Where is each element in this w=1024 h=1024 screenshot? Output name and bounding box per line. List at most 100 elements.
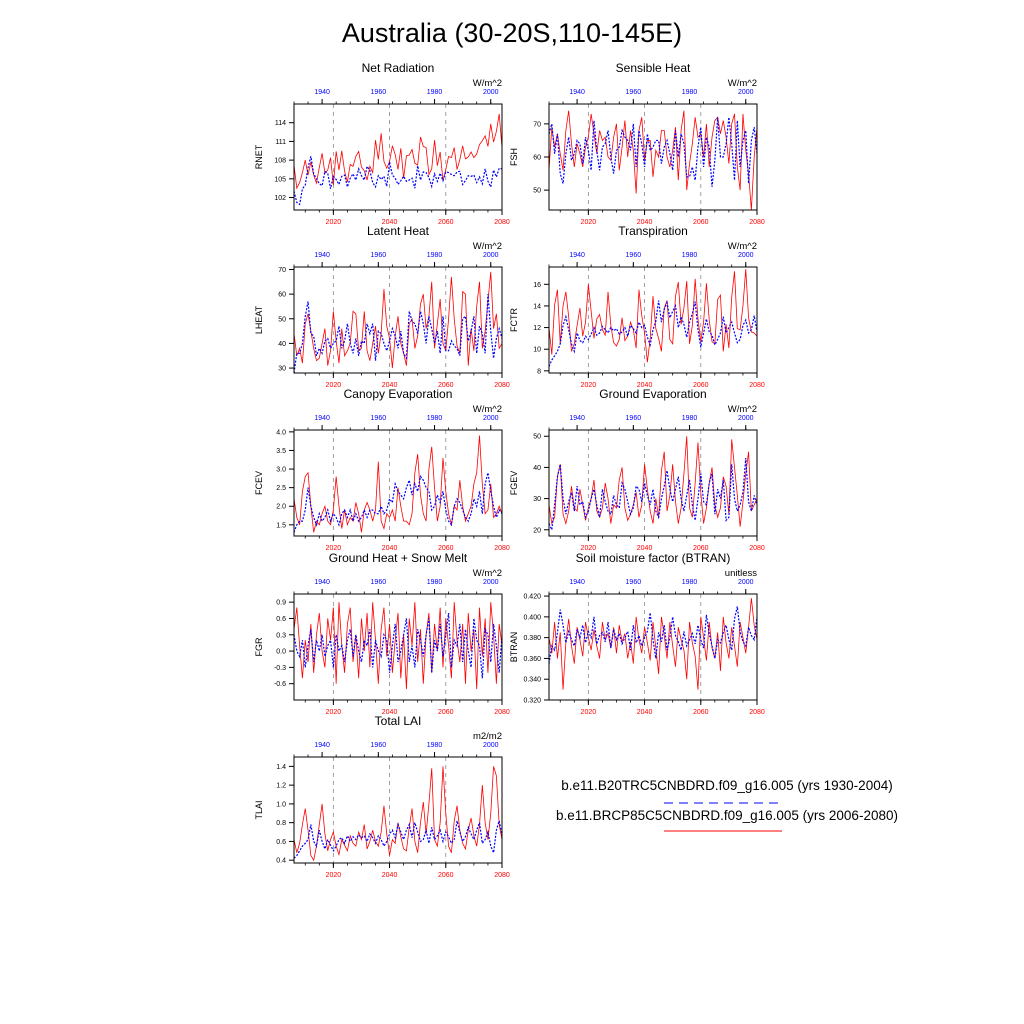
bottom-tick-label: 2020 [581, 219, 597, 226]
top-tick-label: 1940 [314, 742, 330, 749]
units-label: W/m^2 [728, 78, 757, 89]
y-axis-label: LHEAT [254, 305, 264, 334]
y-tick-label: 4.0 [276, 429, 286, 436]
bottom-tick-label: 2040 [637, 219, 653, 226]
plot-frame [548, 103, 758, 211]
panel-title: Soil moisture factor (BTRAN) [576, 551, 731, 565]
bottom-tick-label: 2060 [438, 382, 454, 389]
series-line-hist [294, 294, 502, 373]
top-tick-label: 1960 [371, 415, 387, 422]
top-tick-label: 2000 [738, 579, 754, 586]
top-tick-label: 1960 [626, 579, 642, 586]
units-label: W/m^2 [473, 78, 502, 89]
legend-rcp-label: b.e11.BRCP85C5CNBDRD.f09_g16.005 (yrs 20… [556, 808, 898, 823]
y-tick-label: 0.8 [276, 820, 286, 827]
series-line-rcp [549, 598, 757, 690]
series-line-rcp [294, 435, 502, 533]
panel-lheat: Latent Heat W/m^2 1940 1960 1980 2000 2020 2040… [254, 224, 510, 389]
top-tick-label: 1980 [682, 415, 698, 422]
y-tick-label: 60 [278, 292, 286, 299]
y-tick-label: 3.5 [276, 448, 286, 455]
bottom-tick-label: 2020 [581, 545, 597, 552]
panel-title: Sensible Heat [616, 61, 691, 75]
panel-fcev: Canopy Evaporation W/m^2 1940 1960 1980 2000 2… [254, 387, 510, 552]
panel-rnet: Net Radiation W/m^2 1940 1960 1980 2000 2020 20… [254, 61, 510, 226]
bottom-tick-label: 2060 [693, 709, 709, 716]
plot-frame [293, 756, 503, 864]
series-line-rcp [549, 269, 757, 363]
panel-fctr: Transpiration W/m^2 1940 1960 1980 2000 2020 20… [509, 224, 765, 389]
panel-title: Latent Heat [367, 224, 430, 238]
bottom-tick-label: 2060 [693, 219, 709, 226]
bottom-tick-label: 2060 [438, 545, 454, 552]
top-tick-label: 1960 [626, 252, 642, 259]
y-tick-label: 10 [533, 347, 541, 354]
plot-frame [548, 593, 758, 701]
y-tick-label: 1.2 [276, 783, 286, 790]
y-tick-label: 16 [533, 282, 541, 289]
y-tick-label: -0.6 [274, 681, 286, 688]
series-line-hist [549, 300, 757, 367]
y-tick-label: 2.0 [276, 504, 286, 511]
y-tick-label: 1.0 [276, 801, 286, 808]
y-tick-label: 0.320 [523, 698, 541, 705]
series-line-rcp [549, 110, 757, 210]
y-tick-label: 0.380 [523, 635, 541, 642]
bottom-tick-label: 2040 [637, 709, 653, 716]
top-tick-label: 1940 [314, 579, 330, 586]
bottom-tick-label: 2020 [326, 219, 342, 226]
top-tick-label: 2000 [483, 89, 499, 96]
plot-frame [548, 429, 758, 537]
panel-fsh: Sensible Heat W/m^2 1940 1960 1980 2000 2020 20… [509, 61, 765, 226]
series-line-hist [549, 117, 757, 187]
top-tick-label: 1980 [682, 579, 698, 586]
bottom-tick-label: 2080 [749, 709, 765, 716]
series-line-hist [549, 606, 757, 664]
y-tick-label: 8 [537, 368, 541, 375]
bottom-tick-label: 2080 [749, 219, 765, 226]
y-tick-label: 1.5 [276, 522, 286, 529]
bottom-tick-label: 2060 [438, 219, 454, 226]
y-axis-label: FGR [254, 637, 264, 656]
top-tick-label: 2000 [483, 579, 499, 586]
top-tick-label: 1980 [427, 579, 443, 586]
bottom-tick-label: 2080 [494, 382, 510, 389]
plot-frame [293, 429, 503, 537]
units-label: W/m^2 [473, 568, 502, 579]
bottom-tick-label: 2060 [438, 872, 454, 879]
bottom-tick-label: 2080 [494, 545, 510, 552]
panel-fgev: Ground Evaporation W/m^2 1940 1960 1980 2000 2… [509, 387, 765, 552]
y-tick-label: 40 [533, 465, 541, 472]
y-tick-label: 0.340 [523, 677, 541, 684]
series-line-hist [549, 458, 757, 532]
y-tick-label: 0.4 [276, 858, 286, 865]
top-tick-label: 2000 [738, 89, 754, 96]
top-tick-label: 1960 [371, 579, 387, 586]
y-tick-label: 0.3 [276, 632, 286, 639]
series-line-hist [294, 612, 502, 679]
top-tick-label: 1960 [626, 415, 642, 422]
y-tick-label: 30 [533, 496, 541, 503]
y-tick-label: 40 [278, 341, 286, 348]
top-tick-label: 1940 [569, 579, 585, 586]
y-tick-label: 1.4 [276, 764, 286, 771]
y-tick-label: 2.5 [276, 485, 286, 492]
bottom-tick-label: 2020 [326, 545, 342, 552]
units-label: W/m^2 [473, 404, 502, 415]
series-line-hist [294, 472, 502, 533]
bottom-tick-label: 2080 [494, 872, 510, 879]
y-axis-label: RNET [254, 144, 264, 169]
y-tick-label: 12 [533, 325, 541, 332]
y-tick-label: 0.0 [276, 649, 286, 656]
panel-title: Ground Evaporation [599, 387, 706, 401]
top-tick-label: 1960 [626, 89, 642, 96]
series-line-rcp [294, 113, 502, 190]
top-tick-label: 1940 [569, 252, 585, 259]
bottom-tick-label: 2040 [382, 219, 398, 226]
top-tick-label: 1940 [314, 415, 330, 422]
bottom-tick-label: 2040 [637, 545, 653, 552]
top-tick-label: 2000 [483, 742, 499, 749]
panel-title: Ground Heat + Snow Melt [329, 551, 468, 565]
series-line-rcp [294, 766, 502, 862]
